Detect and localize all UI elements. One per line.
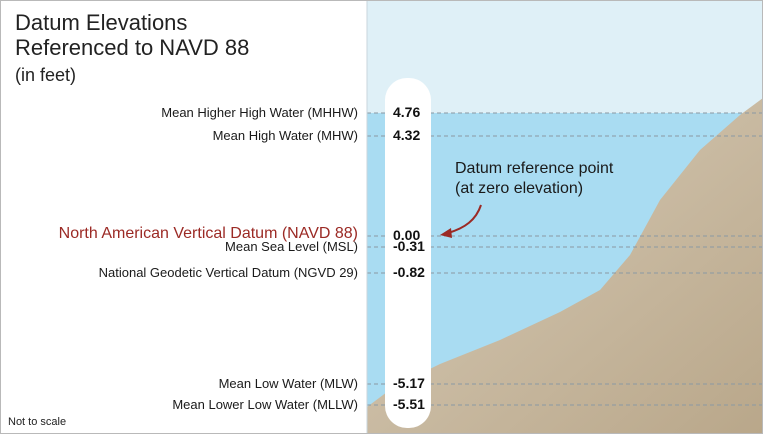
datum-name: National Geodetic Vertical Datum (NGVD 2… bbox=[98, 265, 358, 280]
datum-value: -5.17 bbox=[393, 375, 425, 391]
datum-name: Mean Sea Level (MSL) bbox=[225, 239, 358, 254]
footnote: Not to scale bbox=[8, 416, 67, 428]
gauge-staff bbox=[385, 78, 431, 428]
datum-name: Mean High Water (MHW) bbox=[212, 128, 358, 143]
datum-lines bbox=[367, 112, 763, 406]
title-units: (in feet) bbox=[15, 65, 77, 85]
datum-value: -0.31 bbox=[393, 238, 425, 254]
datum-value: 0.00 bbox=[393, 227, 421, 243]
reference-arrow bbox=[447, 204, 482, 234]
shore-ground bbox=[367, 98, 763, 434]
datum-value: -0.82 bbox=[393, 264, 425, 280]
title-line-2: Referenced to NAVD 88 bbox=[15, 35, 250, 60]
datum-name: Mean Low Water (MLW) bbox=[218, 376, 358, 391]
callout-line-2: (at zero elevation) bbox=[455, 180, 584, 197]
title-line-1: Datum Elevations bbox=[15, 10, 188, 35]
datum-value: 4.32 bbox=[393, 127, 421, 143]
datum-name: Mean Lower Low Water (MLLW) bbox=[172, 397, 358, 412]
datum-name: Mean Higher High Water (MHHW) bbox=[161, 105, 358, 120]
datum-value: 4.76 bbox=[393, 104, 421, 120]
reference-arrow-head bbox=[440, 228, 452, 238]
datum-value: -5.51 bbox=[393, 396, 425, 412]
callout-line-1: Datum reference point bbox=[455, 160, 614, 177]
datum-name: North American Vertical Datum (NAVD 88) bbox=[58, 225, 358, 242]
